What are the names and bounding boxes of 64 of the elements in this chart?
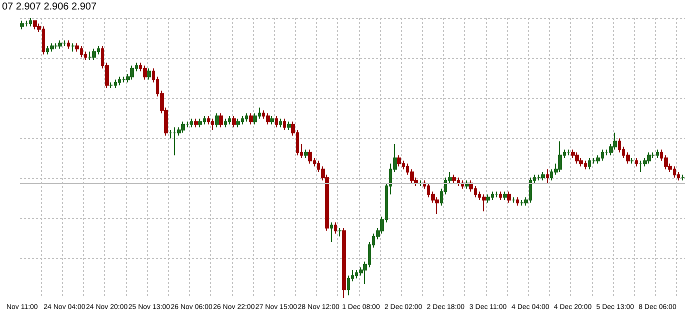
candlestick bbox=[190, 118, 193, 128]
candlestick bbox=[88, 51, 92, 60]
candlestick bbox=[287, 121, 291, 130]
candlestick bbox=[33, 20, 37, 30]
candlestick bbox=[143, 65, 147, 80]
candlestick bbox=[512, 196, 515, 204]
candlestick bbox=[397, 154, 401, 167]
candlestick bbox=[419, 180, 422, 186]
candlestick bbox=[249, 112, 253, 125]
candlestick bbox=[681, 174, 685, 181]
candlestick bbox=[130, 65, 134, 80]
candlestick bbox=[338, 228, 342, 237]
candlestick bbox=[58, 40, 62, 50]
candlestick bbox=[147, 68, 151, 80]
candlestick bbox=[537, 174, 541, 181]
candlestick bbox=[245, 112, 248, 122]
candlestick bbox=[71, 42, 75, 52]
candlestick bbox=[342, 228, 346, 298]
candlestick bbox=[507, 191, 511, 204]
candlestick bbox=[283, 118, 286, 130]
candlestick bbox=[228, 116, 231, 125]
candlestick bbox=[334, 222, 337, 234]
candlestick bbox=[181, 121, 185, 134]
candlestick bbox=[520, 200, 524, 206]
candlestick bbox=[50, 42, 54, 52]
candlestick bbox=[215, 112, 219, 128]
candlestick bbox=[279, 118, 282, 128]
candlestick bbox=[211, 118, 214, 130]
candlestick bbox=[232, 116, 236, 128]
candlestick bbox=[270, 116, 274, 125]
candlestick bbox=[647, 152, 651, 164]
candlestick bbox=[308, 149, 312, 164]
candlestick bbox=[224, 118, 227, 128]
candlestick bbox=[219, 112, 223, 128]
candlestick bbox=[236, 118, 240, 128]
candlestick bbox=[503, 191, 507, 200]
candlestick bbox=[546, 168, 549, 184]
candlestick bbox=[575, 152, 579, 164]
candlestick bbox=[109, 82, 113, 88]
candlestick bbox=[92, 48, 96, 60]
candlestick bbox=[122, 76, 126, 83]
candlestick bbox=[54, 42, 58, 50]
candlestick bbox=[67, 40, 70, 50]
candlestick bbox=[630, 158, 634, 164]
text: 07 2.907 2.906 2.907 bbox=[2, 2, 97, 12]
candlestick bbox=[452, 174, 456, 184]
candlestick bbox=[198, 118, 202, 128]
candlestick bbox=[635, 158, 638, 167]
candlestick bbox=[304, 149, 308, 158]
candlestick bbox=[266, 112, 270, 125]
candlestick bbox=[20, 20, 24, 30]
candlestick bbox=[169, 130, 172, 139]
candlestick bbox=[275, 116, 278, 128]
candlestick bbox=[194, 118, 198, 128]
candlestick bbox=[330, 222, 333, 242]
candlestick bbox=[482, 194, 486, 212]
candlestick bbox=[499, 191, 502, 200]
candlestick bbox=[486, 194, 490, 204]
candlestick bbox=[541, 172, 545, 181]
candlestick bbox=[516, 196, 519, 206]
candlestick bbox=[558, 140, 562, 172]
candlestick bbox=[567, 149, 570, 156]
candlestick bbox=[29, 18, 32, 27]
candlestick bbox=[495, 191, 498, 198]
